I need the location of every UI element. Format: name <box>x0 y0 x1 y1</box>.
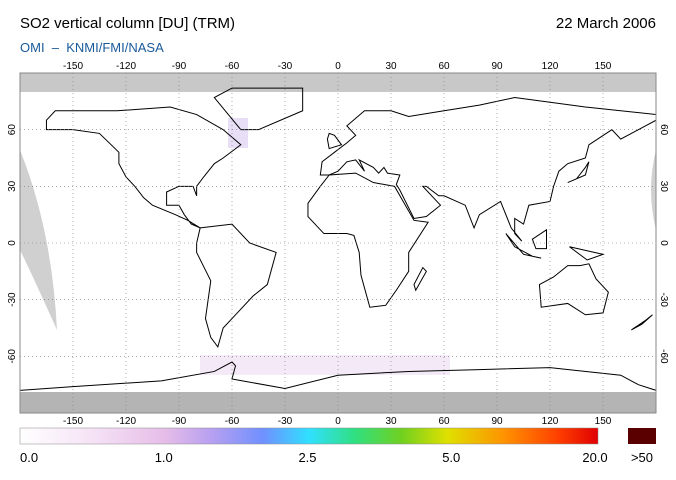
lat-tick-label: 60 <box>658 124 669 136</box>
lon-tick-label: -120 <box>116 61 136 72</box>
lon-tick-label: 90 <box>491 416 503 427</box>
lat-tick-label: -60 <box>658 349 669 364</box>
lon-tick-label: -90 <box>172 61 187 72</box>
lon-tick-label: 90 <box>491 61 503 72</box>
lat-tick-label: -60 <box>7 349 18 364</box>
lon-tick-label: 120 <box>542 61 559 72</box>
lat-tick-label: 0 <box>7 240 18 246</box>
colorbar-label: 5.0 <box>442 450 460 465</box>
lon-tick-label: -150 <box>63 61 83 72</box>
lon-tick-label: 120 <box>542 416 559 427</box>
lon-tick-label: -30 <box>278 416 293 427</box>
subtitle: OMI – KNMI/FMI/NASA <box>20 40 164 55</box>
colorbar-label: 2.5 <box>298 450 316 465</box>
coastlines <box>20 88 656 390</box>
lon-tick-label: -60 <box>225 416 240 427</box>
lon-tick-label: 30 <box>385 416 397 427</box>
lon-tick-label: -60 <box>225 61 240 72</box>
lon-tick-label: 60 <box>438 416 450 427</box>
lon-tick-label: -30 <box>278 61 293 72</box>
no-data-swath <box>651 150 656 230</box>
so2-patch <box>200 355 450 375</box>
map-frame <box>19 72 657 414</box>
map <box>20 73 656 413</box>
lon-tick-label: 30 <box>385 61 397 72</box>
colorbar-label: 20.0 <box>582 450 607 465</box>
lon-tick-label: 150 <box>595 416 612 427</box>
so2-patch <box>228 118 248 148</box>
lon-tick-label: 0 <box>335 61 341 72</box>
lat-tick-label: 60 <box>7 124 18 136</box>
colorbar-overflow <box>628 428 656 444</box>
lon-tick-label: 0 <box>335 416 341 427</box>
lat-tick-label: -30 <box>7 292 18 307</box>
lon-tick-label: -90 <box>172 416 187 427</box>
lon-tick-label: -150 <box>63 416 83 427</box>
lon-tick-label: 150 <box>595 61 612 72</box>
colorbar-label: 1.0 <box>155 450 173 465</box>
lat-tick-label: 30 <box>7 180 18 192</box>
date: 22 March 2006 <box>556 15 656 32</box>
no-data-swath <box>20 150 57 330</box>
colorbar-label: 0.0 <box>20 450 38 465</box>
lat-tick-label: 0 <box>658 240 669 246</box>
lon-tick-label: -120 <box>116 416 136 427</box>
lon-tick-label: 60 <box>438 61 450 72</box>
colorbar-label: >50 <box>631 450 653 465</box>
title: SO2 vertical column [DU] (TRM) <box>20 15 235 32</box>
lat-tick-label: 30 <box>658 181 669 193</box>
colorbar <box>19 427 599 445</box>
lat-tick-label: -30 <box>658 292 669 307</box>
